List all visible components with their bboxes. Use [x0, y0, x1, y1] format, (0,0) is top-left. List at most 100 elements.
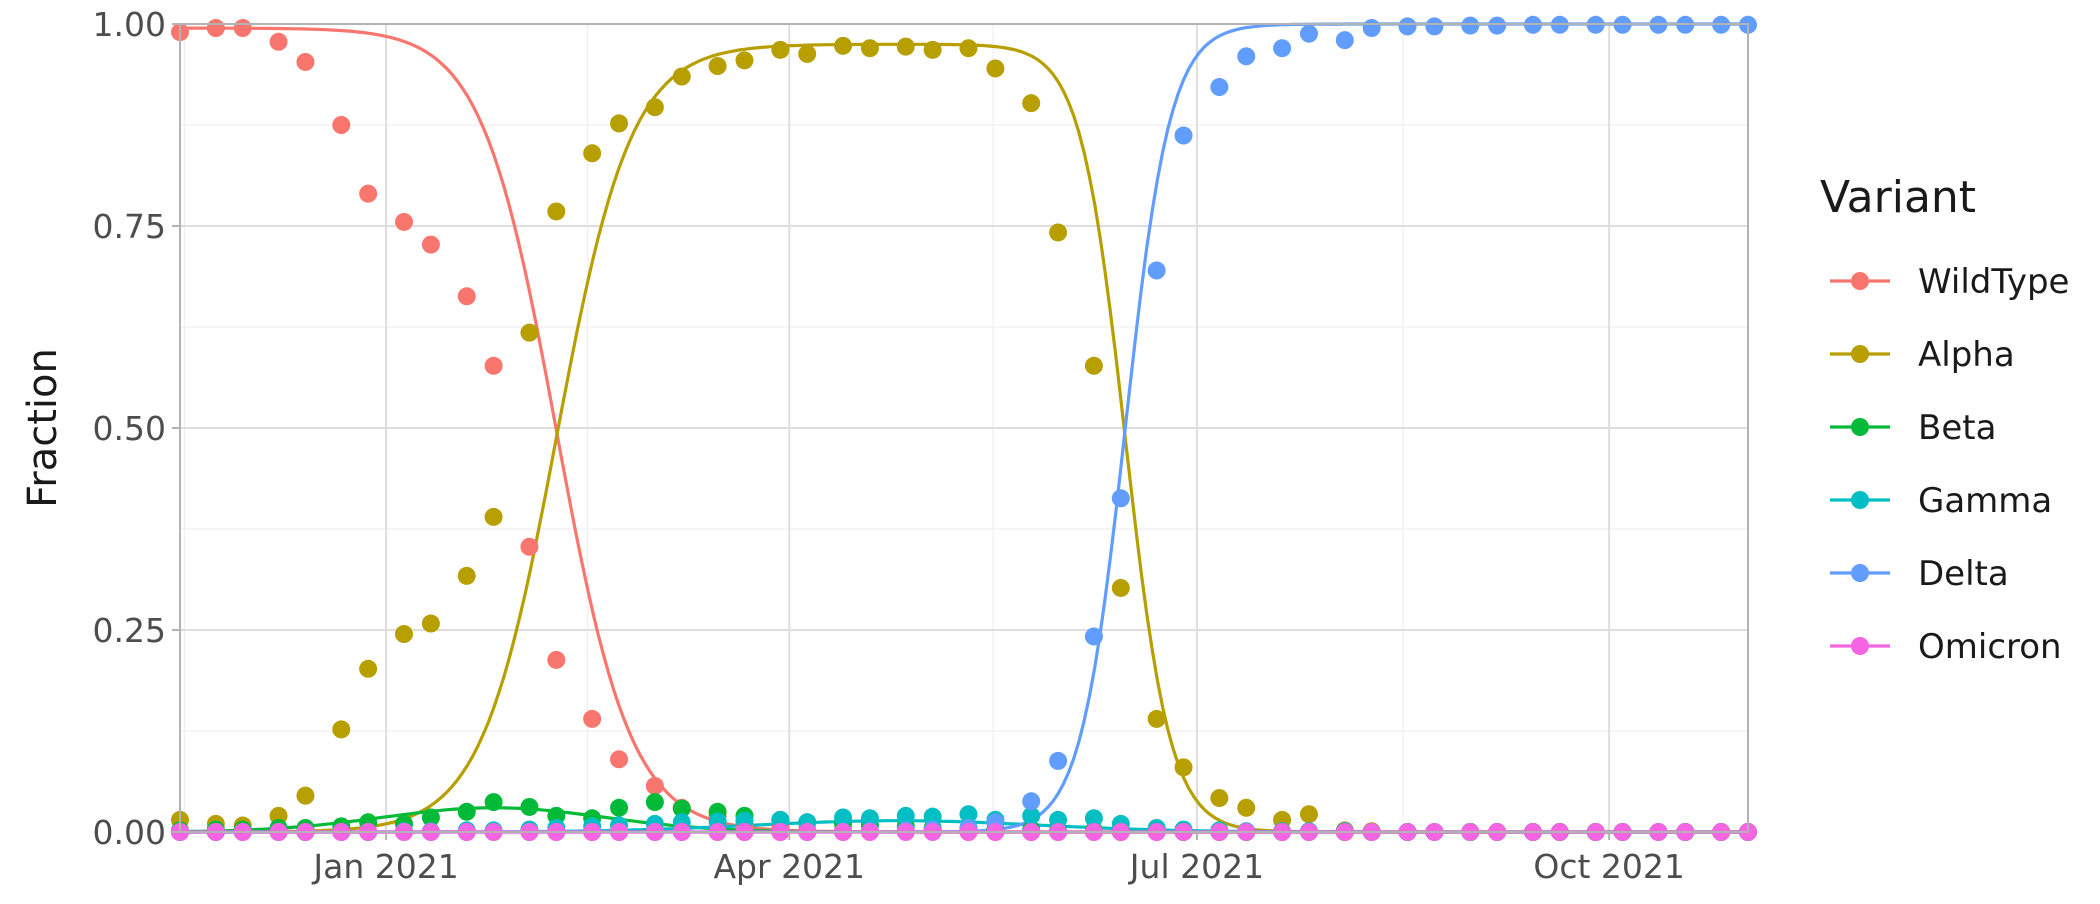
point-alpha [672, 67, 691, 86]
point-alpha [1084, 356, 1103, 375]
point-wildtype [547, 650, 566, 669]
legend: Variant WildType Alpha Beta Gamma Delta Omicr… [1820, 172, 2069, 667]
point-wildtype [206, 19, 225, 38]
point-delta [1425, 17, 1444, 36]
y-tick-label: 0.75 [93, 207, 166, 246]
point-alpha [610, 114, 629, 133]
legend-label-gamma: Gamma [1918, 481, 2052, 521]
point-wildtype [395, 212, 413, 231]
y-tick-label: 1.00 [93, 5, 166, 44]
point-alpha [1022, 94, 1041, 113]
point-alpha [421, 614, 440, 633]
point-alpha [896, 37, 915, 56]
point-alpha [583, 144, 602, 163]
point-wildtype [233, 19, 252, 38]
point-delta [1488, 16, 1507, 35]
point-beta [645, 793, 664, 812]
point-alpha [1049, 223, 1068, 242]
y-tick-label: 0.50 [93, 409, 166, 448]
point-delta [1084, 627, 1103, 646]
point-alpha [986, 59, 1005, 78]
point-alpha [1147, 709, 1166, 728]
point-wildtype [296, 52, 315, 71]
point-delta [1335, 31, 1354, 50]
point-wildtype [610, 750, 629, 769]
point-alpha [1299, 805, 1318, 824]
point-alpha [1174, 758, 1193, 777]
point-beta [672, 799, 691, 818]
point-delta [1210, 78, 1229, 97]
point-beta [610, 798, 629, 817]
point-wildtype [421, 235, 440, 254]
point-delta [1362, 19, 1381, 38]
legend-key-point [1851, 564, 1869, 582]
minor-gridlines [180, 24, 1748, 832]
point-alpha [296, 786, 315, 805]
point-alpha [1111, 578, 1130, 597]
y-tick-label: 0.25 [93, 611, 166, 650]
legend-label-alpha: Alpha [1918, 335, 2015, 375]
point-alpha [359, 659, 378, 678]
point-alpha [771, 40, 790, 59]
point-gamma [923, 807, 942, 826]
point-wildtype [359, 184, 378, 203]
point-delta [1461, 16, 1480, 35]
legend-key-point [1851, 345, 1869, 363]
point-wildtype [520, 537, 539, 556]
point-alpha [798, 44, 817, 63]
point-wildtype [484, 356, 503, 375]
point-alpha [834, 36, 853, 55]
point-alpha [520, 323, 539, 342]
point-beta [421, 808, 440, 827]
legend-key-point [1851, 491, 1869, 509]
point-wildtype [332, 116, 351, 134]
x-tick-label: Jul 2021 [1128, 847, 1264, 886]
x-tick-label: Apr 2021 [713, 847, 865, 886]
point-gamma [896, 806, 915, 825]
point-gamma [860, 809, 879, 828]
point-delta [1111, 489, 1130, 508]
x-axis: Jan 2021 Apr 2021 Jul 2021 Oct 2021 [311, 832, 1685, 886]
point-alpha [735, 51, 754, 70]
point-delta [1147, 261, 1166, 280]
legend-label-omicron: Omicron [1918, 627, 2062, 667]
legend-label-beta: Beta [1918, 408, 1996, 448]
y-tick-label: 0.00 [93, 813, 166, 852]
legend-label-delta: Delta [1918, 554, 2009, 594]
point-alpha [547, 202, 566, 221]
point-gamma [1022, 806, 1041, 825]
point-delta [1174, 126, 1193, 145]
point-alpha [708, 57, 727, 76]
point-delta [1237, 47, 1256, 66]
point-alpha [923, 40, 942, 59]
point-alpha [457, 566, 476, 585]
point-alpha [860, 39, 879, 58]
point-delta [1049, 751, 1068, 770]
legend-title: Variant [1820, 172, 1976, 223]
legend-key-point [1851, 637, 1869, 655]
point-wildtype [269, 32, 288, 51]
legend-key-point [1851, 272, 1869, 290]
legend-items: WildType Alpha Beta Gamma Delta Omicron [1830, 262, 2069, 667]
point-beta [457, 802, 476, 821]
y-axis-title: Fraction [20, 348, 66, 508]
point-wildtype [583, 709, 602, 728]
point-beta [520, 797, 539, 816]
point-delta [1022, 792, 1041, 811]
point-alpha [1237, 798, 1256, 817]
point-wildtype [645, 776, 664, 795]
point-gamma [959, 805, 978, 824]
point-wildtype [457, 287, 476, 306]
point-alpha [484, 507, 503, 526]
legend-label-wildtype: WildType [1918, 262, 2069, 302]
point-gamma [1084, 809, 1103, 828]
point-gamma [834, 808, 853, 827]
point-alpha [959, 39, 978, 58]
point-delta [1398, 17, 1417, 36]
point-delta [1273, 39, 1292, 58]
x-tick-label: Jan 2021 [311, 847, 458, 886]
point-alpha [1210, 789, 1229, 808]
point-alpha [332, 720, 351, 739]
